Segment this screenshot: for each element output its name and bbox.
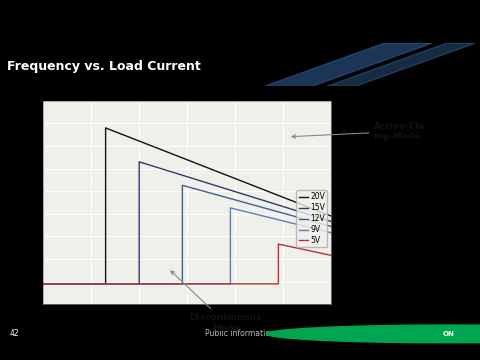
Text: Active-Cla
mp Mode: Active-Cla mp Mode xyxy=(292,122,426,141)
X-axis label: Load Current (A): Load Current (A) xyxy=(153,321,222,330)
Circle shape xyxy=(266,325,480,343)
Legend: 20V, 15V, 12V, 9V, 5V: 20V, 15V, 12V, 9V, 5V xyxy=(297,190,327,247)
Text: ON: ON xyxy=(443,331,455,337)
Y-axis label: Switching Frequency (kHz): Switching Frequency (kHz) xyxy=(11,147,20,258)
Polygon shape xyxy=(264,43,432,86)
Text: ON Semiconductor: ON Semiconductor xyxy=(360,329,432,338)
Text: Public Information: Public Information xyxy=(205,329,275,338)
Text: 42: 42 xyxy=(10,329,19,338)
Title: 115 Vac Switching Frequency vs. Load Frequency: 115 Vac Switching Frequency vs. Load Fre… xyxy=(76,88,299,97)
Text: Discontinuous
Mode: Discontinuous Mode xyxy=(171,271,262,333)
Text: Frequency vs. Load Current: Frequency vs. Load Current xyxy=(7,60,201,73)
Polygon shape xyxy=(326,43,475,86)
